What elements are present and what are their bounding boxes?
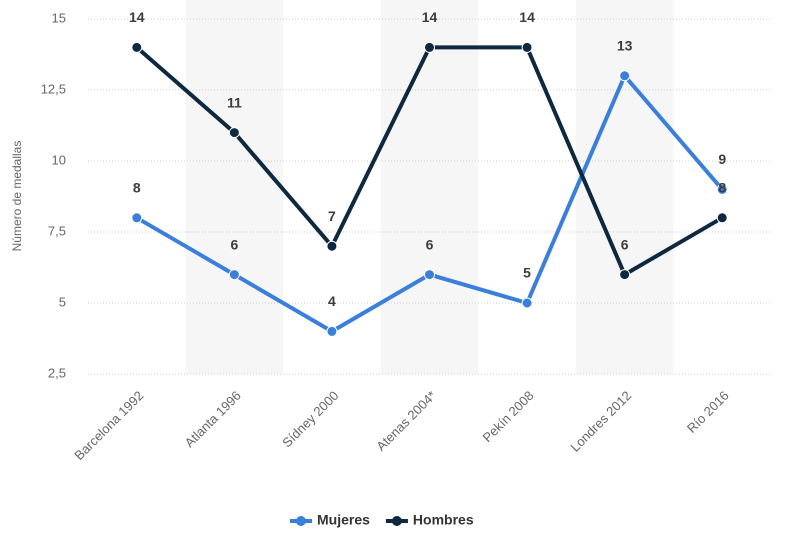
legend-item[interactable]: Hombres [385,512,474,528]
legend-marker [391,516,402,526]
point [521,297,533,309]
legend-label: Hombres [413,512,474,528]
y-tick-label: 10 [52,152,66,167]
point [716,183,728,195]
value-label: 5 [523,265,531,281]
point [131,41,143,53]
value-label: 7 [328,208,336,224]
point [326,240,338,252]
x-tick-label: Río 2016 [684,388,732,436]
legend-label: Mujeres [317,512,370,528]
point [424,269,435,281]
legend-item[interactable]: Mujeres [290,512,370,528]
y-tick-label: 7,5 [48,223,66,238]
band [575,0,674,374]
y-tick-label: 15 [52,10,66,25]
point [131,212,143,224]
value-label: 8 [133,180,141,196]
value-label: 6 [426,236,434,252]
legend-marker [296,516,306,526]
x-tick-label: Barcelona 1992 [71,388,146,463]
value-label: 6 [621,236,629,252]
value-label: 14 [519,9,535,25]
point [228,269,240,281]
point [716,212,728,224]
y-axis-title: Número de medallas [10,141,24,252]
x-tick-label: Sídney 2000 [279,388,341,450]
y-tick-label: 12,5 [41,81,66,96]
x-tick-label: Pekín 2008 [480,388,537,445]
x-tick-label: Atlanta 1996 [182,388,244,450]
point [424,41,435,53]
value-label: 14 [129,9,145,25]
point [619,269,631,281]
band [380,0,479,374]
value-label: 14 [422,9,438,25]
x-tick-label: Atenas 2004* [373,388,439,454]
y-tick-label: 5 [59,294,66,309]
point [326,325,338,337]
value-label: 8 [718,180,726,196]
value-label: 13 [617,38,633,54]
value-label: 11 [227,94,242,110]
band [185,0,284,374]
value-label: 9 [718,151,726,167]
y-tick-label: 2,5 [48,365,66,380]
point [521,41,533,53]
point [619,70,631,82]
x-tick-label: Londres 2012 [567,388,634,455]
value-label: 6 [230,236,238,252]
point [228,127,240,139]
value-label: 4 [328,293,336,309]
